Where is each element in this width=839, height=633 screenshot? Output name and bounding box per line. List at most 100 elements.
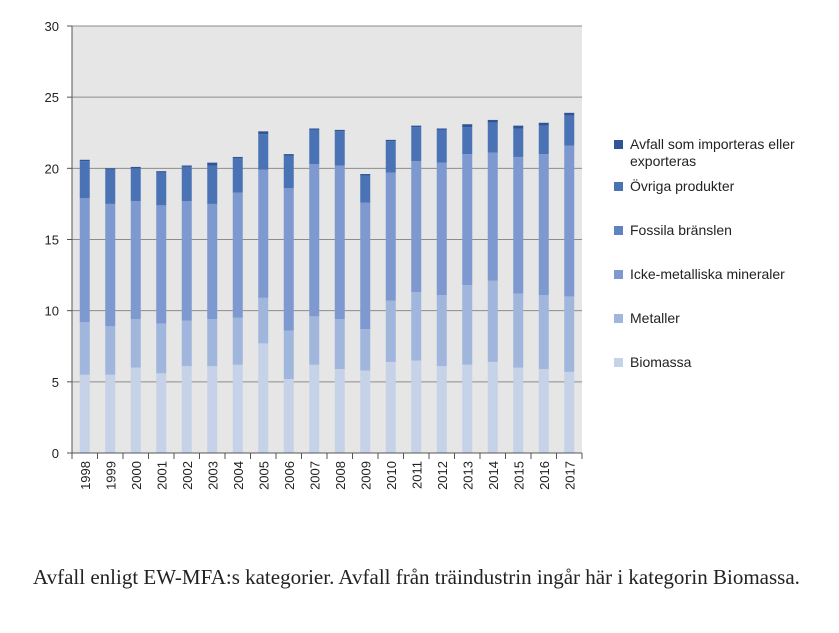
bar-segment: [564, 145, 575, 297]
bar-segment: [385, 139, 396, 142]
bar-segment: [513, 367, 524, 453]
bar-segment: [79, 322, 90, 375]
bar-segment: [436, 295, 447, 367]
x-tick-label: 2004: [231, 461, 246, 490]
legend-swatch: [614, 270, 623, 279]
bar-segment: [181, 366, 192, 453]
bar-segment: [258, 131, 269, 135]
bar-segment: [283, 330, 294, 379]
figure-caption: Avfall enligt EW-MFA:s kategorier. Avfal…: [33, 565, 800, 589]
bar-segment: [130, 168, 141, 202]
bar-segment: [411, 125, 422, 128]
bar-segment: [334, 369, 345, 453]
bar-segment: [105, 169, 116, 204]
bar-segment: [360, 175, 371, 203]
x-tick-label: 2006: [282, 461, 297, 490]
x-tick-label: 1998: [78, 461, 93, 490]
bar-segment: [309, 129, 320, 165]
legend-swatch: [614, 358, 623, 367]
legend-label: Övriga produkter: [630, 177, 735, 194]
bar-segment: [130, 166, 141, 169]
legend-swatch: [614, 314, 623, 323]
bar-segment: [385, 300, 396, 362]
bar-segment: [207, 366, 218, 453]
bar-segment: [385, 172, 396, 301]
x-tick-label: 2014: [486, 461, 501, 490]
bar-segment: [181, 165, 192, 167]
x-tick-label: 2003: [205, 461, 220, 490]
x-tick-label: 2011: [409, 461, 424, 489]
bar-segment: [105, 203, 116, 327]
bar-segment: [79, 161, 90, 199]
bar-segment: [309, 164, 320, 317]
bar-segment: [436, 129, 447, 163]
y-tick-labels: 0 5 10 15 20 25 30: [45, 19, 59, 461]
bar-segment: [105, 374, 116, 453]
bar-segment: [462, 154, 473, 286]
bar-segment: [207, 203, 218, 320]
stacked-bar-chart: 0 5 10 15 20 25 30 1998 1999 2000 2001 2002 2003 200…: [45, 19, 795, 490]
bar-segment: [513, 125, 524, 129]
bar-segment: [105, 326, 116, 375]
bar-segment: [156, 373, 167, 453]
legend-label: Biomassa: [630, 354, 692, 370]
bar-segment: [487, 152, 498, 281]
bar-segment: [462, 124, 473, 128]
bar-segment: [309, 128, 320, 130]
bar-segment: [258, 297, 269, 344]
bar-segment: [538, 125, 549, 155]
bar-segment: [79, 198, 90, 323]
x-tick-label: 2013: [460, 461, 475, 490]
x-tick-label: 2012: [435, 461, 450, 490]
bar-segment: [156, 205, 167, 324]
x-tick-label: 2008: [333, 461, 348, 490]
x-tick-label: 2005: [256, 461, 271, 490]
x-tick-label: 2002: [180, 461, 195, 490]
legend-swatch: [614, 140, 623, 149]
legend-label: Avfall som importeras eller exporteras: [630, 136, 795, 169]
axes: [67, 25, 583, 459]
bar-segment: [258, 343, 269, 453]
bar-segment: [538, 154, 549, 296]
bar-segment: [334, 131, 345, 166]
bar-segment: [181, 166, 192, 202]
bar-segment: [130, 367, 141, 453]
bar-segment: [487, 280, 498, 362]
bar-segment: [258, 169, 269, 298]
x-tick-label: 2007: [307, 461, 322, 490]
bar-segment: [156, 323, 167, 374]
bar-segment: [79, 374, 90, 453]
bar-segment: [130, 319, 141, 368]
bar-segment: [334, 319, 345, 370]
bar-segment: [181, 320, 192, 367]
bar-segment: [462, 364, 473, 453]
bar-segment: [360, 202, 371, 330]
bar-segment: [513, 156, 524, 294]
bar-segment: [283, 154, 294, 156]
legend-label: Fossila bränslen: [630, 222, 732, 238]
bar-segment: [462, 127, 473, 155]
bar-segment: [538, 369, 549, 453]
bar-segment: [411, 161, 422, 293]
bar-segment: [156, 172, 167, 206]
y-tick-label: 25: [45, 90, 59, 105]
bar-segment: [232, 317, 243, 365]
bar-segment: [487, 361, 498, 453]
legend-swatch: [614, 182, 623, 191]
bar-segment: [564, 112, 575, 116]
legend-label: Icke-metalliska mineraler: [630, 266, 785, 282]
bar-segment: [232, 192, 243, 318]
bar-segment: [207, 162, 218, 166]
bar-segment: [156, 171, 167, 173]
bar-segment: [487, 122, 498, 153]
bar-segment: [436, 128, 447, 130]
bar-segment: [105, 168, 116, 170]
y-tick-label: 15: [45, 233, 59, 248]
bar-segment: [360, 174, 371, 176]
bar-segment: [181, 201, 192, 321]
bar-segment: [385, 361, 396, 453]
y-tick-label: 5: [52, 375, 59, 390]
x-tick-label: 1999: [103, 461, 118, 490]
bar-segment: [232, 364, 243, 453]
x-tick-label: 2009: [358, 461, 373, 490]
